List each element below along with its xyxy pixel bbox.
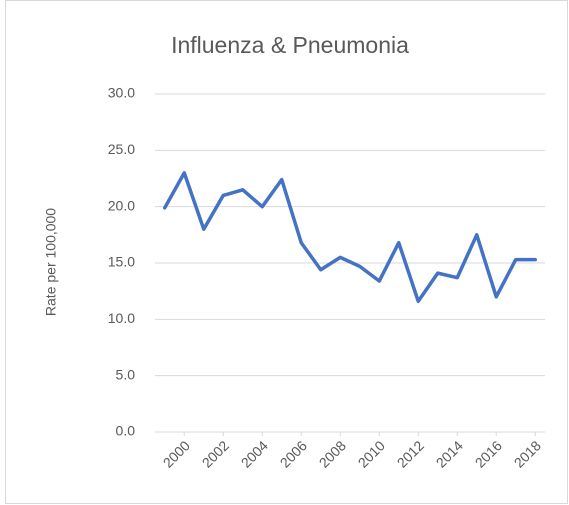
y-tick-label: 20.0 <box>108 197 135 213</box>
y-tick-label: 25.0 <box>108 141 135 157</box>
y-tick-label: 5.0 <box>116 366 136 382</box>
chart-title: Influenza & Pneumonia <box>171 32 409 58</box>
y-tick-label: 15.0 <box>108 254 135 270</box>
data-line <box>163 171 537 304</box>
y-tick-label: 10.0 <box>108 310 135 326</box>
y-tick-label: 30.0 <box>108 85 135 101</box>
chart-frame <box>5 0 568 504</box>
y-tick-label: 0.0 <box>116 423 136 439</box>
y-axis-title: Rate per 100,000 <box>43 208 59 316</box>
